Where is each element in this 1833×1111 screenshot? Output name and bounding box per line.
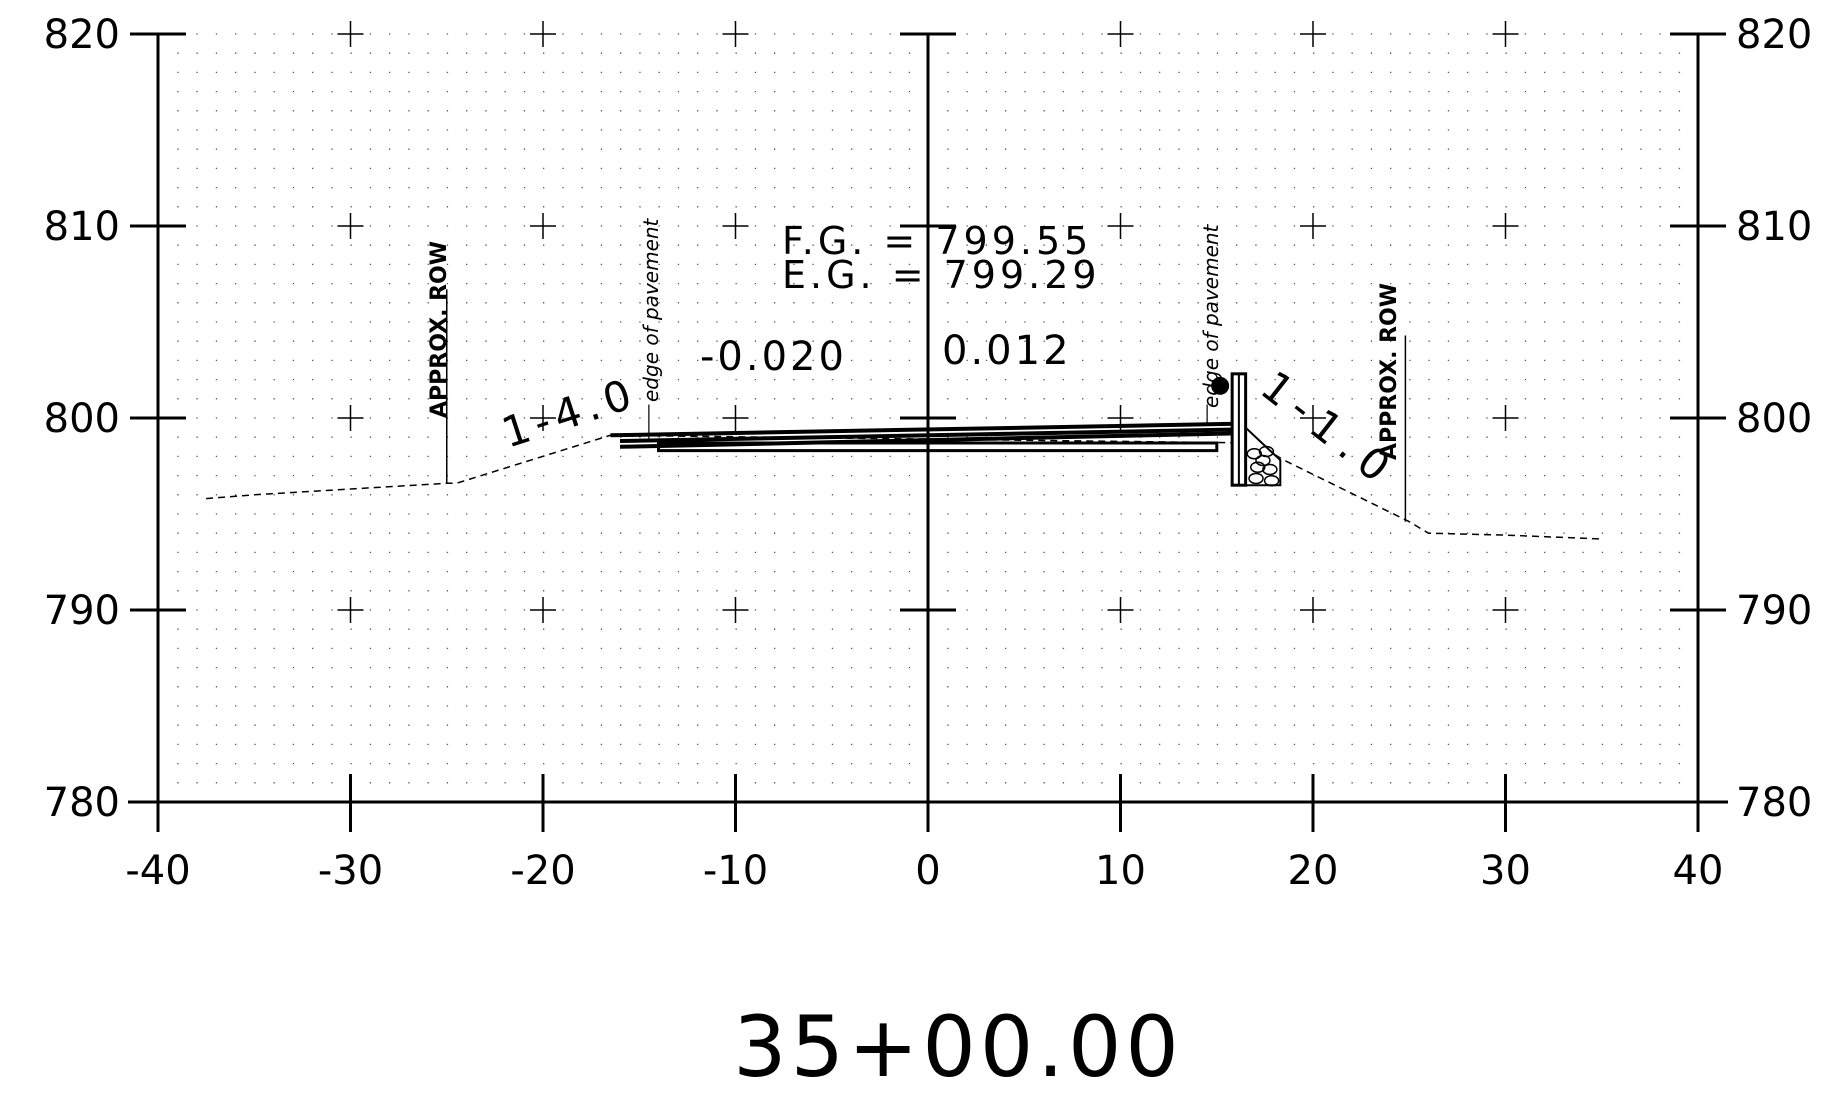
grid-cross: [337, 213, 364, 239]
y-tick-label-left: 810: [44, 204, 120, 250]
section-geometry: [206, 289, 1602, 540]
cross-slope-right-label: 0.012: [942, 328, 1072, 374]
grid-crosses: [337, 21, 1519, 623]
cross-slope-left-label: -0.020: [700, 334, 847, 380]
grid-cross: [722, 597, 749, 623]
x-tick-label: -30: [318, 848, 383, 894]
grid-cross: [530, 597, 556, 623]
grid-cross: [530, 405, 556, 431]
y-tick-label-left: 790: [44, 588, 120, 634]
grid-cross: [530, 213, 556, 239]
grid-cross: [337, 597, 364, 623]
x-tick-label: 10: [1095, 848, 1146, 894]
riprap-stone: [1248, 472, 1264, 485]
axis-ticks: [130, 32, 1726, 832]
riprap-stone: [1246, 447, 1263, 460]
y-tick-label-right: 780: [1736, 780, 1812, 826]
grid-cross: [722, 21, 749, 47]
y-tick-label-left: 820: [44, 12, 120, 58]
grid-cross: [1492, 21, 1519, 47]
riprap-stone: [1263, 474, 1280, 487]
axis-tick-labels: 780 780 790 790 800 800 810 810 820 820 -40 -30 -20 -…: [44, 12, 1813, 894]
y-tick-label-left: 800: [44, 396, 120, 442]
x-tick-label: -20: [510, 848, 575, 894]
grid-cross: [1492, 405, 1519, 431]
curb-drain-pipe: [1211, 376, 1230, 395]
pavement-line: [619, 427, 1237, 443]
y-tick-label-right: 790: [1736, 588, 1812, 634]
right-of-way-left-label: APPROX. ROW: [427, 241, 452, 418]
grid-cross: [1492, 213, 1519, 239]
grid-cross: [722, 213, 749, 239]
pavement-line: [619, 431, 1237, 449]
grid-cross: [722, 405, 749, 431]
riprap-stone: [1255, 454, 1271, 467]
finished-grade-label: F.G. = 799.55: [782, 219, 1092, 263]
pavement-line: [610, 421, 1237, 438]
right-of-way-right-label: APPROX. ROW: [1377, 283, 1402, 460]
grid-cross: [1492, 597, 1519, 623]
grid-cross: [1300, 21, 1326, 47]
riprap-stone: [1262, 463, 1278, 476]
y-tick-label-right: 810: [1736, 204, 1812, 250]
grid-cross: [1107, 597, 1134, 623]
base-course: [657, 441, 1219, 453]
grid-cross: [337, 21, 364, 47]
riprap-stone: [1250, 461, 1266, 473]
grid-cross: [1107, 213, 1134, 239]
grid-cross: [1300, 597, 1326, 623]
y-tick-label-right: 800: [1736, 396, 1812, 442]
grid-cross: [1300, 213, 1326, 239]
existing-grade-label: E.G. = 799.29: [782, 253, 1101, 297]
x-tick-label: 0: [915, 848, 940, 894]
grid-cross: [1300, 405, 1326, 431]
x-tick-label: -10: [703, 848, 768, 894]
x-tick-label: 40: [1673, 848, 1724, 894]
x-tick-label: 30: [1480, 848, 1531, 894]
station-label: 35+00.00: [733, 998, 1183, 1096]
x-tick-label: -40: [125, 848, 190, 894]
x-tick-label: 20: [1288, 848, 1339, 894]
grid-cross: [337, 405, 364, 431]
y-tick-label-left: 780: [44, 780, 120, 826]
grid-cross: [530, 21, 556, 47]
grid-cross: [1107, 21, 1134, 47]
edge-of-pavement-left-label: edge of pavement: [639, 217, 663, 402]
edge-of-pavement-right-label: edge of pavement: [1199, 223, 1223, 408]
side-slope-left-label: 1-4.0: [496, 368, 643, 457]
y-tick-label-right: 820: [1736, 12, 1812, 58]
